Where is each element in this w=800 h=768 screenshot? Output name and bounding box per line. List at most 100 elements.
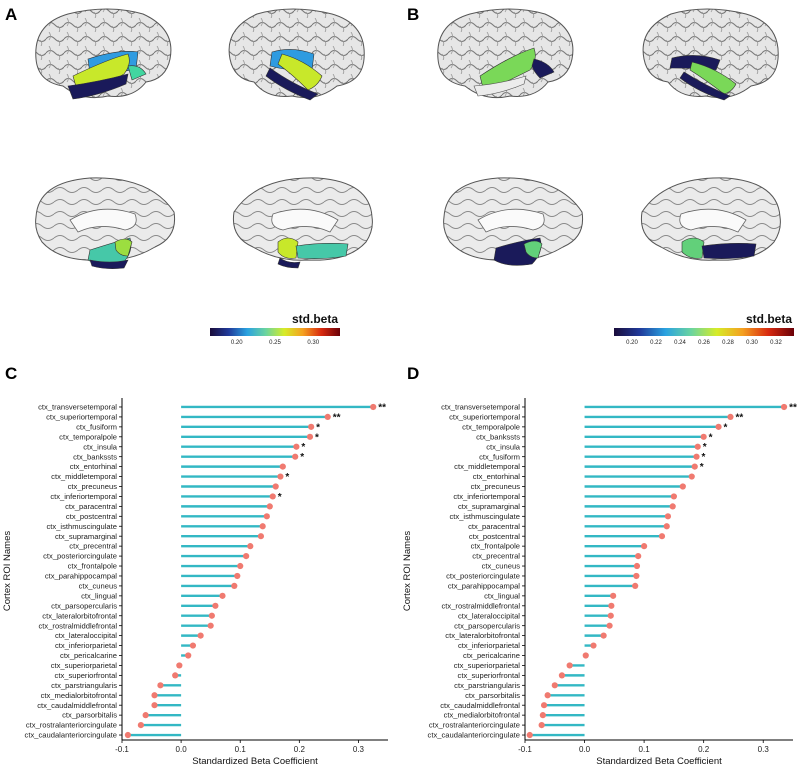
y-tick-label: ctx_parahippocampal xyxy=(45,572,117,581)
y-axis-label: Cortex ROI Names xyxy=(2,531,13,611)
lollipop-point xyxy=(212,602,219,609)
y-tick-label: ctx_supramarginal xyxy=(55,532,117,541)
y-tick-label: ctx_lateraloccipital xyxy=(55,631,117,640)
y-tick-label: ctx_medialorbitofrontal xyxy=(444,711,521,720)
lollipop-point xyxy=(694,443,701,450)
lollipop-point xyxy=(780,403,788,411)
brain-a-lateral-left xyxy=(35,8,172,100)
lollipop-point xyxy=(243,552,250,560)
lollipop-point xyxy=(679,483,686,490)
lollipop-point xyxy=(608,602,615,609)
lollipop-point xyxy=(157,682,164,689)
y-tick-label: ctx_superiorfrontal xyxy=(458,671,521,680)
lollipop-point xyxy=(151,702,158,709)
significance-marker: ** xyxy=(333,412,341,423)
lollipop-point xyxy=(142,712,149,719)
colorbar-tick: 0.26 xyxy=(698,340,710,346)
lollipop-point xyxy=(558,672,566,679)
lollipop-point xyxy=(538,721,545,729)
panel-letter-b: B xyxy=(407,5,420,24)
colorbar-tick: 0.24 xyxy=(674,340,686,346)
lollipop-point xyxy=(306,433,314,440)
y-tick-label: ctx_parsopercularis xyxy=(454,621,520,630)
lollipop-point xyxy=(151,692,158,699)
y-tick-label: ctx_frontalpole xyxy=(471,542,520,551)
lollipop-point xyxy=(124,731,132,739)
lollipop-point xyxy=(259,523,266,530)
x-tick-label: 0.3 xyxy=(758,745,770,754)
lollipop-point xyxy=(693,453,700,460)
lollipop-point xyxy=(208,612,215,619)
lollipop-point xyxy=(590,642,597,649)
y-tick-label: ctx_superiorfrontal xyxy=(55,671,118,680)
lollipop-point xyxy=(539,712,546,719)
lollipop-point xyxy=(526,731,533,739)
significance-marker: * xyxy=(300,452,304,463)
y-tick-label: ctx_superiorparietal xyxy=(51,661,118,670)
y-tick-label: ctx_superiortemporal xyxy=(46,413,117,422)
y-tick-label: ctx_lateralorbitofrontal xyxy=(42,611,117,620)
y-tick-label: ctx_lingual xyxy=(81,591,117,600)
lollipop-point xyxy=(658,533,666,540)
lollipop-point xyxy=(279,463,286,470)
y-tick-label: ctx_fusiform xyxy=(76,422,117,431)
significance-marker: ** xyxy=(735,412,743,423)
lollipop-point xyxy=(688,473,695,480)
lollipop-point xyxy=(700,433,707,440)
y-tick-label: ctx_transversetemporal xyxy=(38,403,117,412)
significance-marker: * xyxy=(316,422,320,433)
y-tick-label: ctx_isthmuscingulate xyxy=(47,522,118,531)
y-tick-label: ctx_bankssts xyxy=(476,432,520,441)
y-tick-label: ctx_paracentral xyxy=(468,522,520,531)
y-tick-label: ctx_supramarginal xyxy=(458,502,520,511)
colorbar-a: std.beta 0.20 0.25 0.30 xyxy=(210,312,340,358)
y-tick-label: ctx_inferiorparietal xyxy=(458,641,520,650)
lollipop-point xyxy=(610,592,617,599)
y-tick-label: ctx_parsorbitalis xyxy=(465,691,520,700)
significance-marker: * xyxy=(709,432,713,443)
brain-b-medial-right xyxy=(640,177,781,261)
y-tick-label: ctx_caudalmiddlefrontal xyxy=(440,701,520,710)
y-tick-label: ctx_rostralanteriorcingulate xyxy=(429,721,520,730)
y-tick-label: ctx_posteriorcingulate xyxy=(446,572,520,581)
lollipop-point xyxy=(272,483,279,490)
significance-marker: * xyxy=(278,492,282,503)
lollipop-point xyxy=(566,662,573,669)
colorbar-tick: 0.28 xyxy=(722,340,734,346)
y-tick-label: ctx_inferiorparietal xyxy=(55,641,117,650)
x-tick-label: 0.0 xyxy=(579,745,591,754)
y-tick-label: ctx_entorhinal xyxy=(70,462,118,471)
lollipop-point xyxy=(664,513,672,520)
x-axis-label: Standardized Beta Coefficient xyxy=(596,756,722,767)
y-tick-label: ctx_superiorparietal xyxy=(454,661,521,670)
y-tick-label: ctx_caudalanteriorcingulate xyxy=(428,731,520,740)
y-tick-label: ctx_lingual xyxy=(484,591,520,600)
y-tick-label: ctx_precentral xyxy=(69,542,117,551)
lollipop-point xyxy=(607,612,614,619)
y-tick-label: ctx_precuneus xyxy=(471,482,521,491)
lollipop-point xyxy=(669,503,676,510)
significance-marker: * xyxy=(301,442,305,453)
y-axis-label: Cortex ROI Names xyxy=(402,531,413,611)
y-tick-label: ctx_rostralmiddlefrontal xyxy=(39,621,118,630)
x-tick-label: 0.2 xyxy=(294,745,306,754)
y-tick-label: ctx_bankssts xyxy=(73,452,117,461)
y-tick-label: ctx_parsopercularis xyxy=(51,601,117,610)
significance-marker: * xyxy=(702,452,706,463)
lollipop-point xyxy=(551,682,558,689)
brain-b-lateral-right xyxy=(642,8,779,101)
colorbar-a-title: std.beta xyxy=(291,312,338,326)
lollipop-point xyxy=(176,662,183,669)
y-tick-label: ctx_parahippocampal xyxy=(448,582,520,591)
lollipop-point xyxy=(185,652,192,659)
colorbar-tick: 0.30 xyxy=(746,340,758,346)
lollipop-point xyxy=(324,413,331,421)
significance-marker: * xyxy=(703,442,707,453)
lollipop-point xyxy=(257,533,265,540)
lollipop-point xyxy=(670,493,677,500)
lollipop-point xyxy=(293,443,300,450)
y-tick-label: ctx_cuneus xyxy=(79,582,118,591)
y-tick-label: ctx_postcentral xyxy=(66,512,117,521)
y-tick-label: ctx_precentral xyxy=(472,552,520,561)
y-tick-label: ctx_insula xyxy=(83,442,118,451)
